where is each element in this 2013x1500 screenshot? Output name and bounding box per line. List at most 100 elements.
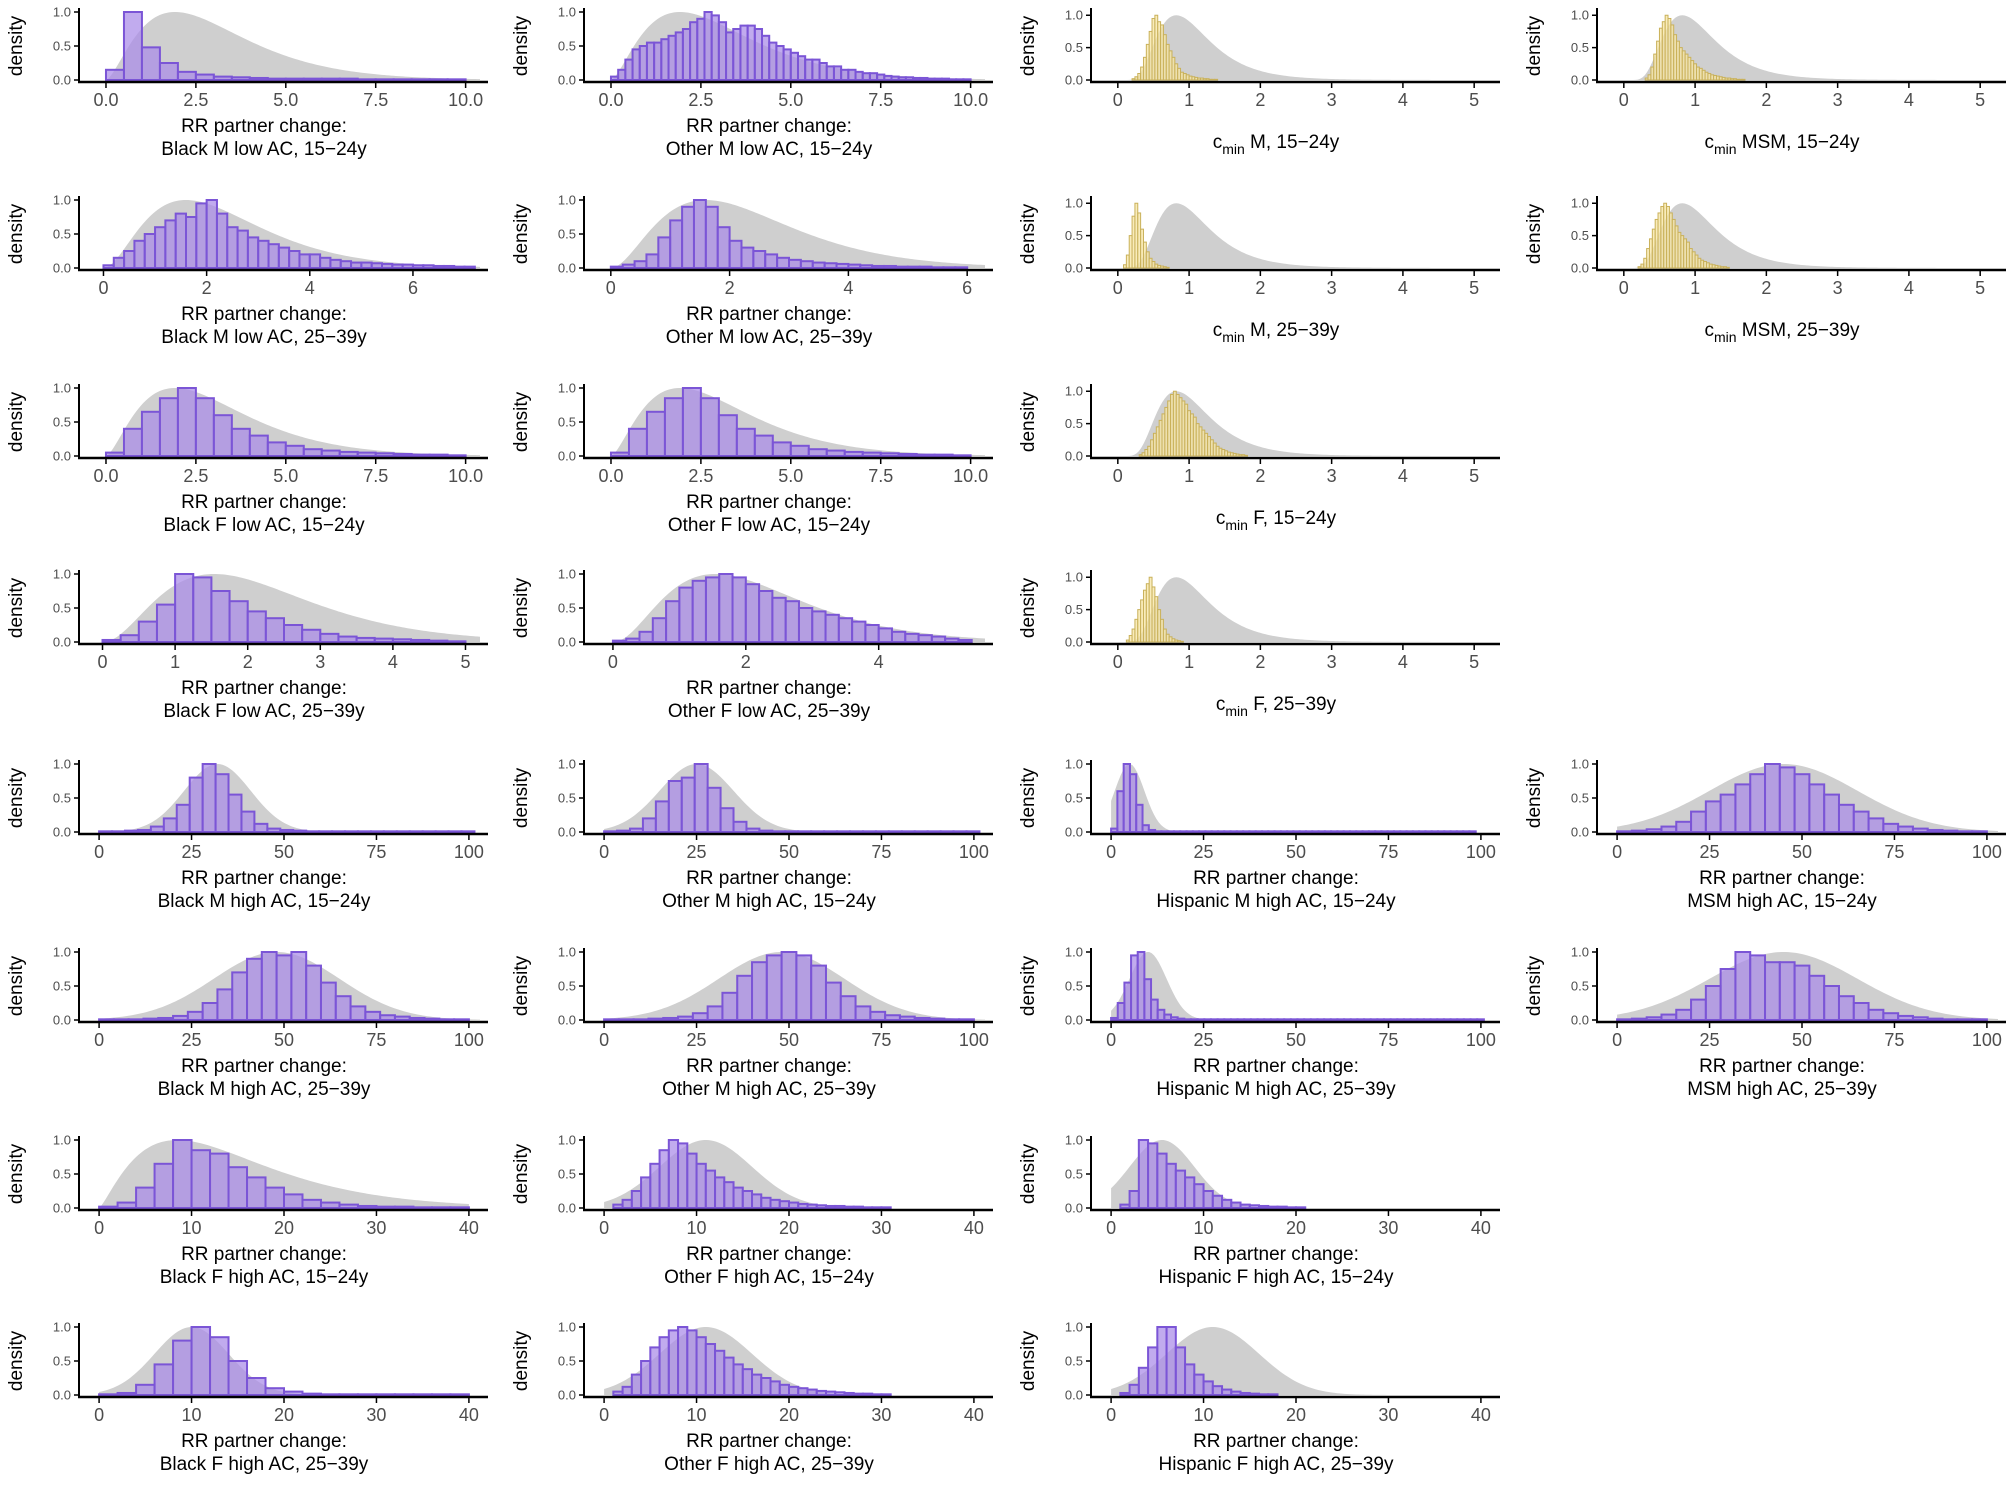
y-tick-label: 1.0	[1065, 196, 1083, 211]
histogram-bar	[746, 24, 756, 82]
histogram-bar	[319, 1201, 341, 1209]
x-tick-label: 0.0	[598, 90, 623, 110]
histogram-bar	[706, 786, 722, 833]
histogram-bar	[98, 1018, 115, 1021]
histogram-bar	[1119, 1391, 1131, 1396]
histogram-bar	[887, 830, 903, 833]
x-tick-label: 3	[1327, 90, 1337, 110]
histogram-bar	[1660, 825, 1678, 833]
histogram-bar	[897, 452, 918, 457]
histogram-bar	[692, 199, 707, 269]
x-tick-label: 3	[1327, 278, 1337, 298]
histogram-bar	[1823, 985, 1840, 1021]
x-tick-label: 1	[1184, 90, 1194, 110]
histogram-bar	[1897, 1014, 1914, 1021]
panel-svg: 0.0 0.5 1.0 0 10 20 30 40 density RR partner chan…	[6, 1133, 488, 1288]
x-tick-label: 40	[459, 1405, 479, 1425]
x-tick-label: 6	[408, 278, 418, 298]
histogram-bar	[681, 387, 702, 457]
x-tick-label: 0.0	[598, 466, 623, 486]
histogram-bar	[704, 1169, 717, 1209]
histogram-bar	[337, 635, 358, 643]
histogram-bar	[1468, 830, 1477, 833]
histogram-bar	[1911, 827, 1929, 833]
x-tick-label: 30	[1378, 1405, 1398, 1425]
histogram-bar	[257, 239, 270, 269]
histogram-bar	[1690, 810, 1707, 833]
histogram-bar	[174, 212, 187, 270]
x-tick-label: 20	[1286, 1218, 1306, 1238]
x-axis-title-line1: RR partner change:	[181, 1244, 347, 1265]
histogram-bar	[228, 600, 249, 643]
x-tick-label: 0	[1113, 278, 1123, 298]
histogram-bar	[799, 260, 814, 269]
histogram-bar	[732, 1186, 744, 1209]
histogram-bar	[393, 1015, 411, 1021]
x-axis-title-line1: RR partner change:	[181, 1431, 347, 1452]
x-tick-label: 3	[1833, 278, 1843, 298]
x-axis-title-line2: Other F low AC, 25−39y	[668, 701, 871, 722]
histogram-bar	[1645, 828, 1663, 833]
histogram-bar	[1193, 1183, 1205, 1209]
histogram-bar	[205, 199, 218, 269]
histogram-bar	[1184, 1176, 1196, 1210]
prior-density-area	[1117, 577, 1492, 642]
y-axis-title: density	[1018, 391, 1039, 452]
x-axis-title-line1: RR partner change:	[181, 492, 347, 513]
histogram-bar	[1165, 266, 1170, 269]
histogram-panel: 0.0 0.5 1.0 0 25 50 75 100 density RR partner cha…	[505, 752, 995, 937]
histogram-bar	[760, 1196, 772, 1210]
y-tick-label: 0.0	[53, 825, 71, 840]
histogram-bar	[412, 1206, 433, 1209]
histogram-bar	[1734, 951, 1752, 1021]
histogram-bar	[1239, 1203, 1251, 1209]
histogram-bar	[662, 1016, 680, 1021]
histogram-bar	[127, 1018, 145, 1021]
histogram-bar	[1852, 1002, 1870, 1021]
x-tick-label: 4	[1398, 278, 1408, 298]
histogram-panel: 0.0 0.5 1.0 0 10 20 30 40 density RR partner chan…	[0, 1128, 490, 1313]
x-tick-label: 0	[608, 652, 618, 672]
histogram-bar	[621, 1385, 633, 1396]
histogram-bar	[391, 638, 413, 643]
y-tick-label: 0.5	[1065, 416, 1083, 431]
histogram-bar	[408, 830, 424, 833]
x-tick-label: 20	[274, 1218, 294, 1238]
histogram-panel: 0.0 0.5 1.0 0 10 20 30 40 density RR partner chan…	[505, 1128, 995, 1313]
histogram-bar	[854, 1005, 872, 1022]
histogram-bar	[1808, 783, 1826, 833]
y-axis-title: density	[1018, 15, 1039, 76]
x-axis-title-line2: Black M high AC, 15−24y	[158, 891, 371, 912]
y-tick-label: 0.0	[1065, 449, 1083, 464]
histogram-bar	[410, 78, 431, 81]
histogram-bar	[686, 1152, 698, 1210]
panel-svg: 0.0 0.5 1.0 0 25 50 75 100 density RR partner cha…	[1524, 757, 2006, 912]
histogram-bar	[823, 830, 839, 833]
x-tick-label: 10	[1194, 1405, 1214, 1425]
x-tick-label: 50	[1792, 1030, 1812, 1050]
x-axis-title-line1: RR partner change:	[1193, 868, 1359, 889]
histogram-bar	[760, 1377, 772, 1396]
y-tick-label: 0.0	[1571, 73, 1589, 88]
y-axis-title: density	[1524, 767, 1545, 828]
x-axis-title-line1: RR partner change:	[686, 304, 852, 325]
histogram-bar	[449, 1393, 470, 1396]
histogram-bar	[264, 1186, 286, 1209]
histogram-bar	[834, 1391, 846, 1396]
x-tick-label: 10	[182, 1218, 202, 1238]
x-tick-label: 0	[599, 842, 609, 862]
histogram-bar	[212, 75, 233, 81]
histogram-bar	[1719, 793, 1737, 833]
histogram-bar	[301, 1198, 322, 1209]
x-axis-title-line2: Other M high AC, 15−24y	[662, 891, 876, 912]
histogram-bar	[305, 830, 321, 833]
histogram-panel: 0.0 0.5 1.0 0 10 20 30 40 density RR partner chan…	[1012, 1128, 1502, 1313]
x-axis-title-line2: Other M high AC, 25−39y	[662, 1079, 876, 1100]
x-tick-label: 5	[1469, 90, 1479, 110]
histogram-bar	[962, 78, 972, 81]
panel-svg: 0.0 0.5 1.0 0 10 20 30 40 density RR partner chan…	[6, 1320, 488, 1475]
y-tick-label: 0.0	[53, 261, 71, 276]
y-tick-label: 0.0	[558, 73, 576, 88]
x-tick-label: 1	[1184, 278, 1194, 298]
histogram-bar	[1675, 1008, 1693, 1022]
